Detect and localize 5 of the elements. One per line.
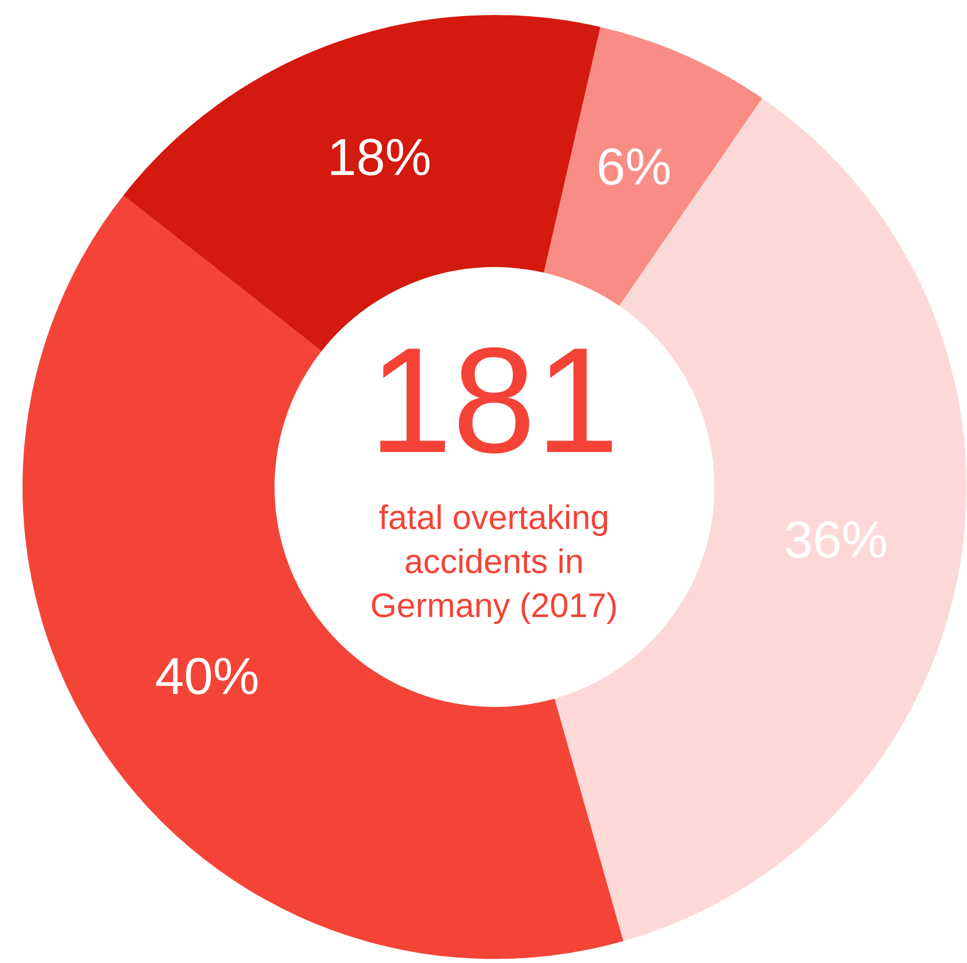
data-label: 40% <box>155 648 260 706</box>
data-label: 6% <box>596 138 672 197</box>
text: fatal overtaking accidents in Germany (2017) <box>369 498 619 627</box>
text: 181 <box>368 316 620 484</box>
data-label: 18% <box>327 129 432 188</box>
